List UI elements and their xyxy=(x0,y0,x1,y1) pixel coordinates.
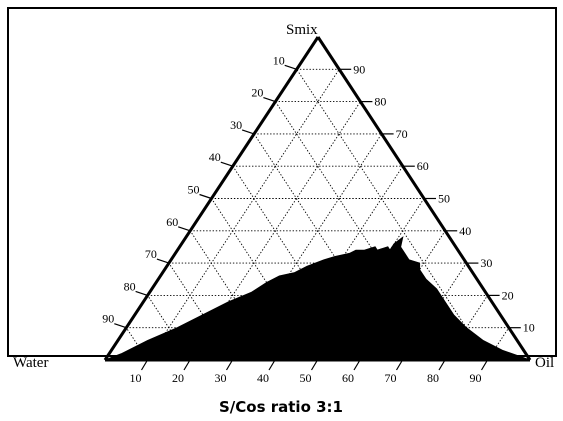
bottom-tick-80 xyxy=(438,359,446,371)
left-tick-label-90: 90 xyxy=(102,312,114,326)
bottom-tick-label-60: 60 xyxy=(342,371,354,385)
bottom-tick-40 xyxy=(268,359,276,371)
right-tick-label-20: 20 xyxy=(502,288,514,302)
vertex-label-smix: Smix xyxy=(286,22,318,38)
left-tick-80 xyxy=(135,290,148,296)
left-tick-60 xyxy=(178,226,191,232)
grid-line-oil-10 xyxy=(147,69,340,361)
left-tick-20 xyxy=(263,97,276,103)
right-tick-label-60: 60 xyxy=(417,159,429,173)
right-tick-label-30: 30 xyxy=(480,256,492,270)
left-tick-70 xyxy=(156,258,170,264)
bottom-tick-label-70: 70 xyxy=(385,371,397,385)
bottom-tick-label-40: 40 xyxy=(257,371,269,385)
left-tick-label-60: 60 xyxy=(166,215,178,229)
bottom-tick-10 xyxy=(140,359,149,371)
left-tick-label-20: 20 xyxy=(251,86,263,100)
right-tick-label-80: 80 xyxy=(374,95,386,109)
right-tick-label-50: 50 xyxy=(438,192,450,206)
bottom-tick-label-90: 90 xyxy=(470,371,482,385)
left-tick-label-10: 10 xyxy=(273,53,285,67)
bottom-tick-30 xyxy=(225,359,234,371)
bottom-tick-60 xyxy=(353,359,361,371)
left-tick-label-70: 70 xyxy=(145,247,157,261)
bottom-tick-50 xyxy=(310,359,319,371)
bottom-tick-label-50: 50 xyxy=(300,371,312,385)
bottom-tick-label-20: 20 xyxy=(172,371,184,385)
tick-marks-and-labels: 10 20 30 40 50 60 70 80 90 90 80 70 60 50 40 30 20 10 10 20… xyxy=(102,53,535,385)
left-tick-50 xyxy=(199,193,212,200)
microemulsion-region xyxy=(104,236,531,361)
right-tick-label-10: 10 xyxy=(523,321,535,335)
left-tick-label-40: 40 xyxy=(209,150,221,164)
left-tick-label-80: 80 xyxy=(124,279,136,293)
vertex-label-water: Water xyxy=(13,355,48,371)
left-tick-90 xyxy=(114,323,127,329)
grid-line-water-10 xyxy=(296,69,488,361)
right-tick-label-70: 70 xyxy=(396,127,408,141)
vertex-label-oil: Oil xyxy=(535,355,554,371)
bottom-tick-90 xyxy=(480,359,489,371)
left-tick-label-50: 50 xyxy=(188,183,200,197)
left-tick-10 xyxy=(284,64,297,70)
chart-caption: S/Cos ratio 3:1 xyxy=(219,398,343,416)
right-tick-label-40: 40 xyxy=(459,224,471,238)
right-tick-label-90: 90 xyxy=(353,62,365,76)
left-tick-label-30: 30 xyxy=(230,118,242,132)
left-tick-30 xyxy=(241,129,255,135)
bottom-tick-70 xyxy=(395,359,404,371)
microemulsion-region-layer xyxy=(104,236,531,361)
bottom-tick-20 xyxy=(183,359,191,371)
left-tick-40 xyxy=(220,161,233,167)
bottom-tick-label-80: 80 xyxy=(427,371,439,385)
bottom-tick-label-10: 10 xyxy=(130,371,142,385)
bottom-tick-label-30: 30 xyxy=(215,371,227,385)
